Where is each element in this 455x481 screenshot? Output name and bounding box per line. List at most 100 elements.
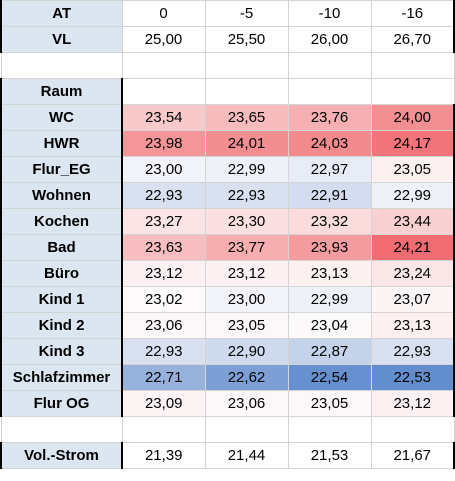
room-name-cell[interactable]: Kind 1 <box>0 286 123 313</box>
room-name-cell[interactable]: Wohnen <box>0 182 123 209</box>
footer-value-cell[interactable]: 21,44 <box>204 442 289 469</box>
temperature-cell[interactable]: 22,91 <box>287 182 372 209</box>
empty-cell[interactable] <box>121 78 206 105</box>
temperature-cell[interactable]: 23,04 <box>287 312 372 339</box>
empty-cell[interactable] <box>287 78 372 105</box>
temperature-cell[interactable]: 23,06 <box>204 390 289 417</box>
at-value-cell[interactable]: -5 <box>204 0 289 27</box>
empty-cell[interactable] <box>121 416 206 443</box>
temperature-cell[interactable]: 24,01 <box>204 130 289 157</box>
temperature-cell[interactable]: 23,05 <box>370 156 455 183</box>
temperature-cell[interactable]: 23,12 <box>370 390 455 417</box>
temperature-cell[interactable]: 23,65 <box>204 104 289 131</box>
vl-value-cell[interactable]: 26,70 <box>370 26 455 53</box>
temperature-cell[interactable]: 22,97 <box>287 156 372 183</box>
room-name-cell[interactable]: Bad <box>0 234 123 261</box>
empty-cell[interactable] <box>204 416 289 443</box>
room-row: Kind 2 23,06 23,05 23,04 23,13 <box>0 312 455 339</box>
room-name-cell[interactable]: Kochen <box>0 208 123 235</box>
room-name-cell[interactable]: HWR <box>0 130 123 157</box>
room-name-cell[interactable]: Flur_EG <box>0 156 123 183</box>
temperature-cell[interactable]: 23,27 <box>121 208 206 235</box>
temperature-cell[interactable]: 23,98 <box>121 130 206 157</box>
room-name-cell[interactable]: WC <box>0 104 123 131</box>
temperature-cell[interactable]: 22,99 <box>287 286 372 313</box>
room-row: Flur OG 23,09 23,06 23,05 23,12 <box>0 390 455 417</box>
room-row: Kind 3 22,93 22,90 22,87 22,93 <box>0 338 455 365</box>
temperature-cell[interactable]: 23,00 <box>121 156 206 183</box>
temperature-cell[interactable]: 23,12 <box>121 260 206 287</box>
temperature-cell[interactable]: 22,90 <box>204 338 289 365</box>
spacer-row <box>0 52 455 79</box>
room-row: Wohnen 22,93 22,93 22,91 22,99 <box>0 182 455 209</box>
temperature-cell[interactable]: 23,13 <box>370 312 455 339</box>
temperature-cell[interactable]: 24,17 <box>370 130 455 157</box>
temperature-cell[interactable]: 22,54 <box>287 364 372 391</box>
temperature-cell[interactable]: 23,07 <box>370 286 455 313</box>
temperature-cell[interactable]: 22,62 <box>204 364 289 391</box>
temperature-cell[interactable]: 22,93 <box>121 182 206 209</box>
temperature-cell[interactable]: 23,12 <box>204 260 289 287</box>
at-value-cell[interactable]: -16 <box>370 0 455 27</box>
room-row: Kind 1 23,02 23,00 22,99 23,07 <box>0 286 455 313</box>
temperature-cell[interactable]: 23,24 <box>370 260 455 287</box>
empty-cell[interactable] <box>204 52 289 79</box>
temperature-cell[interactable]: 22,87 <box>287 338 372 365</box>
footer-value-cell[interactable]: 21,67 <box>370 442 455 469</box>
at-value-cell[interactable]: 0 <box>121 0 206 27</box>
temperature-cell[interactable]: 24,00 <box>370 104 455 131</box>
temperature-cell[interactable]: 23,00 <box>204 286 289 313</box>
room-name-cell[interactable]: Kind 2 <box>0 312 123 339</box>
temperature-cell[interactable]: 23,93 <box>287 234 372 261</box>
at-value-cell[interactable]: -10 <box>287 0 372 27</box>
vl-value-cell[interactable]: 25,50 <box>204 26 289 53</box>
temperature-cell[interactable]: 22,53 <box>370 364 455 391</box>
temperature-cell[interactable]: 23,09 <box>121 390 206 417</box>
empty-cell[interactable] <box>0 416 123 443</box>
temperature-cell[interactable]: 23,44 <box>370 208 455 235</box>
temperature-cell[interactable]: 23,30 <box>204 208 289 235</box>
room-name-cell[interactable]: Kind 3 <box>0 338 123 365</box>
at-label-cell[interactable]: AT <box>0 0 123 27</box>
temperature-cell[interactable]: 23,02 <box>121 286 206 313</box>
room-row: Büro 23,12 23,12 23,13 23,24 <box>0 260 455 287</box>
temperature-cell[interactable]: 22,93 <box>121 338 206 365</box>
vl-value-cell[interactable]: 26,00 <box>287 26 372 53</box>
temperature-cell[interactable]: 23,54 <box>121 104 206 131</box>
temperature-cell[interactable]: 23,05 <box>287 390 372 417</box>
empty-cell[interactable] <box>370 52 455 79</box>
room-name-cell[interactable]: Flur OG <box>0 390 123 417</box>
footer-value-cell[interactable]: 21,53 <box>287 442 372 469</box>
temperature-cell[interactable]: 22,93 <box>204 182 289 209</box>
vl-label-cell[interactable]: VL <box>0 26 123 53</box>
room-row: Bad 23,63 23,77 23,93 24,21 <box>0 234 455 261</box>
empty-cell[interactable] <box>287 416 372 443</box>
temperature-cell[interactable]: 23,63 <box>121 234 206 261</box>
empty-cell[interactable] <box>370 416 455 443</box>
room-header-cell[interactable]: Raum <box>0 78 123 105</box>
room-name-cell[interactable]: Büro <box>0 260 123 287</box>
room-row: Schlafzimmer 22,71 22,62 22,54 22,53 <box>0 364 455 391</box>
temperature-cell[interactable]: 22,99 <box>370 182 455 209</box>
temperature-cell[interactable]: 22,93 <box>370 338 455 365</box>
footer-value-cell[interactable]: 21,39 <box>121 442 206 469</box>
empty-cell[interactable] <box>0 52 123 79</box>
vl-value-cell[interactable]: 25,00 <box>121 26 206 53</box>
empty-cell[interactable] <box>287 52 372 79</box>
empty-cell[interactable] <box>204 78 289 105</box>
temperature-cell[interactable]: 22,99 <box>204 156 289 183</box>
empty-cell[interactable] <box>370 78 455 105</box>
room-name-cell[interactable]: Schlafzimmer <box>0 364 123 391</box>
temperature-cell[interactable]: 23,06 <box>121 312 206 339</box>
empty-cell[interactable] <box>121 52 206 79</box>
temperature-cell[interactable]: 23,77 <box>204 234 289 261</box>
temperature-cell[interactable]: 24,21 <box>370 234 455 261</box>
temperature-cell[interactable]: 23,13 <box>287 260 372 287</box>
temperature-cell[interactable]: 23,32 <box>287 208 372 235</box>
temperature-cell[interactable]: 23,76 <box>287 104 372 131</box>
temperature-cell[interactable]: 24,03 <box>287 130 372 157</box>
temperature-cell[interactable]: 22,71 <box>121 364 206 391</box>
footer-label-cell[interactable]: Vol.-Strom <box>0 442 123 469</box>
temperature-cell[interactable]: 23,05 <box>204 312 289 339</box>
